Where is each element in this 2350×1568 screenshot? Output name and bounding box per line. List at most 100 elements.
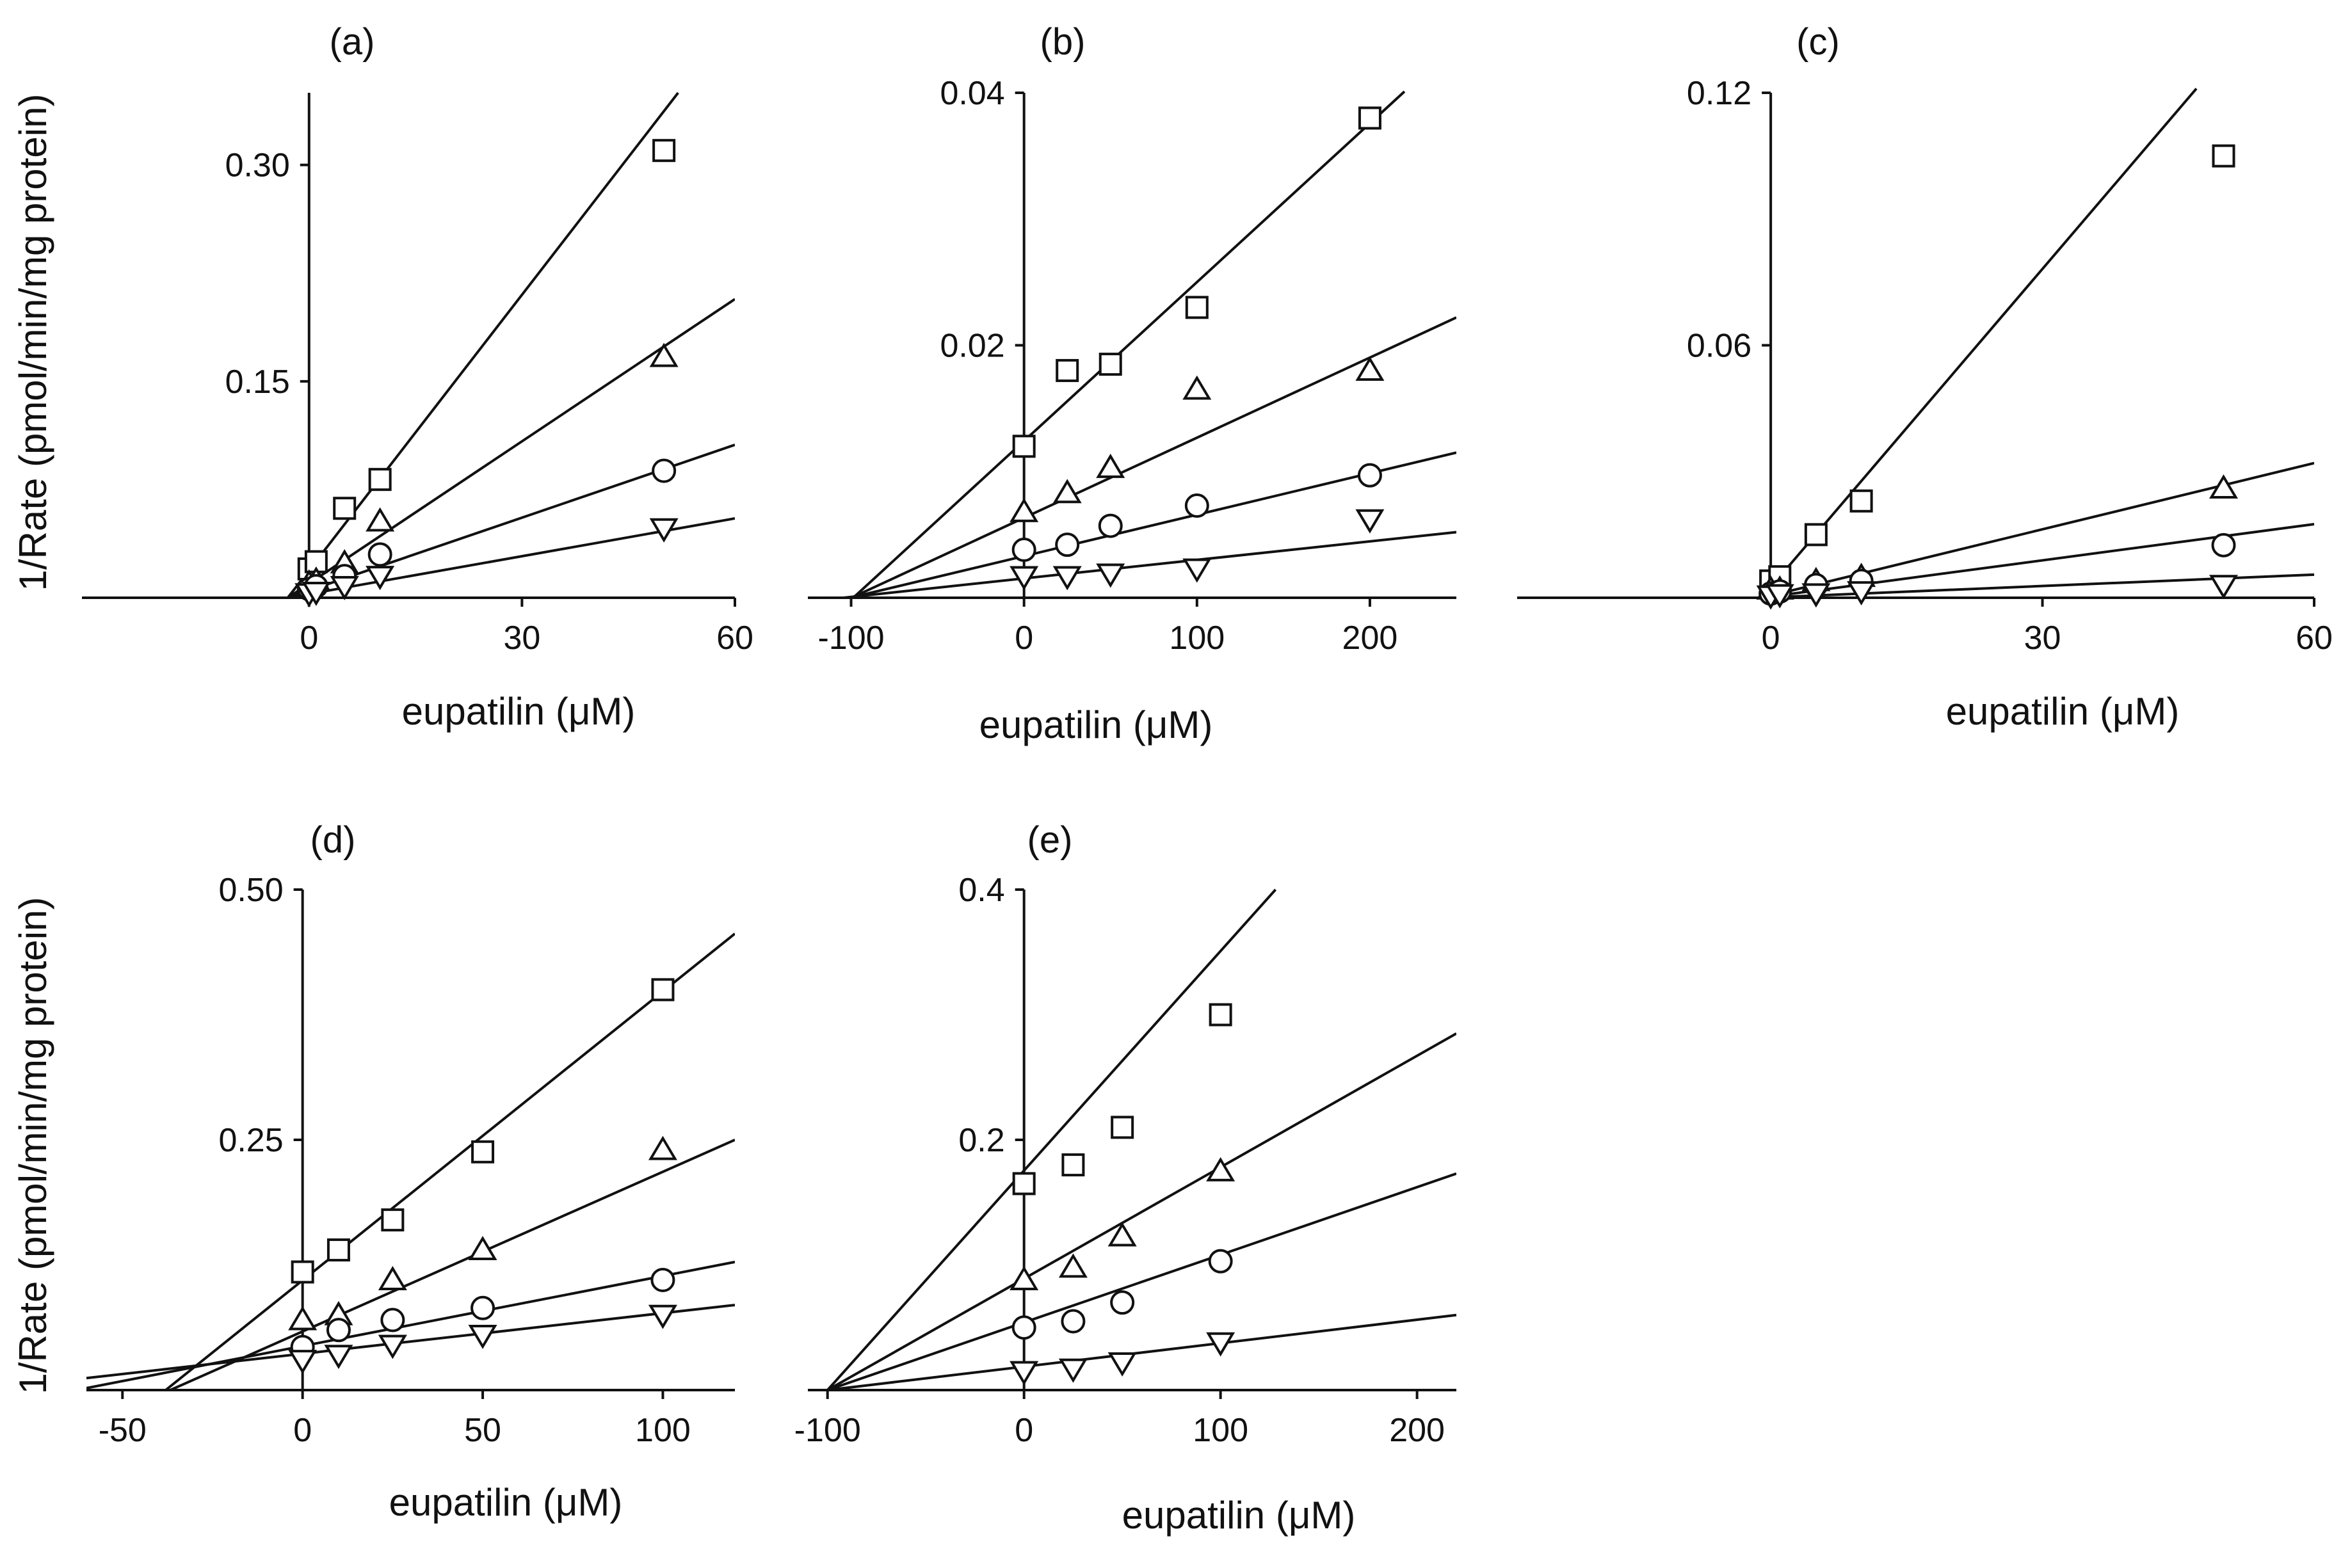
data-point-circle-e <box>1011 1315 1036 1340</box>
data-point-circle-b <box>1184 493 1209 518</box>
x-tick-label-d: 50 <box>464 1412 501 1449</box>
data-point-square-d <box>651 978 675 1002</box>
x-tick-label-a: 30 <box>503 620 540 657</box>
data-point-square-b <box>1099 353 1122 376</box>
data-point-triangle-down-e <box>1010 1361 1039 1386</box>
data-point-triangle-down-d <box>468 1324 497 1349</box>
data-point-square-d <box>291 1260 314 1284</box>
y-tick-label-b: 0.02 <box>940 328 1004 365</box>
fit-line-circle-d <box>86 1260 735 1389</box>
data-point-circle-e <box>1208 1249 1233 1274</box>
x-axis-title-e: eupatilin (μM) <box>1122 1494 1356 1537</box>
y-tick-label-c: 0.06 <box>1687 328 1751 365</box>
fit-line-square-c <box>1760 88 2198 599</box>
x-tick-label-b: 200 <box>1342 620 1398 657</box>
data-point-circle-b <box>1055 532 1080 557</box>
panel-title-c: (c) <box>1796 21 1840 63</box>
data-point-triangle-up-b <box>1010 497 1039 522</box>
panel-title-b: (b) <box>1040 21 1086 63</box>
x-tick-label-a: 0 <box>300 620 318 657</box>
data-point-square-e <box>1111 1116 1134 1139</box>
data-point-circle-a <box>367 542 392 567</box>
data-point-triangle-up-d <box>648 1135 677 1160</box>
data-point-circle-e <box>1110 1290 1135 1315</box>
data-point-triangle-up-b <box>1355 356 1385 381</box>
data-point-square-c <box>1804 523 1828 547</box>
fit-line-triangle-down-e <box>827 1313 1456 1391</box>
data-point-circle-b <box>1098 513 1123 538</box>
data-point-triangle-down-a <box>649 518 679 543</box>
data-point-triangle-down-e <box>1058 1358 1088 1383</box>
data-point-triangle-up-b <box>1052 479 1082 504</box>
data-point-triangle-up-a <box>649 342 679 367</box>
fit-line-triangle-up-b <box>846 316 1456 599</box>
data-point-triangle-down-a <box>302 581 331 606</box>
panel-c: (c) 0 30 60 0.06 0.12 eupatilin (μM) <box>1517 21 2333 733</box>
data-point-triangle-down-b <box>1355 509 1385 534</box>
data-point-triangle-up-c <box>2209 474 2239 499</box>
data-point-circle-d <box>471 1295 495 1320</box>
x-tick-label-a: 60 <box>716 620 753 657</box>
panel-a: (a) 0 30 60 0.15 0.30 eupatilin (μM) <box>82 21 753 733</box>
fit-line-square-a <box>286 92 679 599</box>
data-point-triangle-down-b <box>1182 558 1212 583</box>
data-point-square-c <box>2212 144 2235 168</box>
data-point-triangle-down-c <box>1847 581 1876 606</box>
data-point-circle-d <box>650 1267 675 1292</box>
data-point-square-c <box>1849 489 1873 513</box>
panel-e: (e) -100 0 100 200 0.2 0.4 eupatilin (μM) <box>794 819 1456 1537</box>
data-point-triangle-down-a <box>330 575 359 600</box>
y-axis-title-bottom: 1/Rate (pmol/min/mg protein) <box>12 897 54 1395</box>
y-tick-label-e: 0.4 <box>958 872 1004 909</box>
panel-b: (b) -100 0 100 200 0.02 0.04 eupatilin (μM) <box>808 21 1456 746</box>
data-point-triangle-up-a <box>366 507 395 532</box>
data-point-triangle-down-d <box>324 1345 353 1370</box>
y-tick-label-a: 0.30 <box>225 147 290 184</box>
fit-line-triangle-down-d <box>86 1304 735 1380</box>
y-tick-label-d: 0.25 <box>218 1122 283 1159</box>
data-point-triangle-down-d <box>288 1350 318 1374</box>
fit-line-triangle-up-e <box>826 1032 1456 1391</box>
data-point-circle-e <box>1061 1309 1086 1334</box>
data-point-circle-d <box>380 1308 405 1332</box>
y-axis-title-top: 1/Rate (pmol/min/mg protein) <box>12 94 54 591</box>
data-point-square-b <box>1185 296 1209 319</box>
data-point-triangle-up-e <box>1010 1266 1039 1290</box>
y-tick-label-a: 0.15 <box>225 364 290 401</box>
x-tick-label-b: 0 <box>1015 620 1033 657</box>
y-tick-label-d: 0.50 <box>218 872 283 909</box>
x-tick-label-c: 60 <box>2296 620 2333 657</box>
data-point-square-e <box>1061 1153 1085 1177</box>
data-point-circle-b <box>1011 538 1036 563</box>
x-tick-label-b: 100 <box>1169 620 1225 657</box>
fit-line-circle-e <box>827 1172 1456 1391</box>
x-tick-label-b: -100 <box>817 620 884 657</box>
data-point-square-d <box>471 1140 495 1164</box>
data-point-square-e <box>1209 1003 1232 1027</box>
data-point-triangle-down-c <box>2209 575 2239 600</box>
x-tick-label-c: 0 <box>1762 620 1780 657</box>
panel-title-e: (e) <box>1027 819 1073 861</box>
data-point-triangle-up-e <box>1107 1222 1137 1247</box>
x-tick-label-d: 100 <box>635 1412 691 1449</box>
x-tick-label-c: 30 <box>2024 620 2061 657</box>
data-point-triangle-down-d <box>378 1334 407 1359</box>
data-point-square-a <box>652 139 676 163</box>
data-point-triangle-up-b <box>1096 453 1125 478</box>
panel-title-d: (d) <box>310 819 356 861</box>
data-point-triangle-up-e <box>1206 1156 1235 1181</box>
data-point-square-e <box>1012 1172 1036 1196</box>
x-tick-label-d: -50 <box>99 1412 147 1449</box>
x-tick-label-d: 0 <box>293 1412 312 1449</box>
panel-title-a: (a) <box>330 21 375 63</box>
x-tick-label-e: 0 <box>1015 1412 1033 1449</box>
data-point-triangle-down-e <box>1206 1332 1235 1357</box>
data-point-triangle-down-b <box>1096 563 1125 588</box>
fit-line-square-e <box>826 888 1277 1391</box>
data-point-triangle-down-b <box>1010 566 1039 591</box>
data-point-square-b <box>1056 358 1079 382</box>
data-point-circle-a <box>652 458 677 483</box>
data-point-triangle-up-e <box>1058 1253 1088 1278</box>
x-axis-title-d: eupatilin (μM) <box>389 1481 623 1524</box>
